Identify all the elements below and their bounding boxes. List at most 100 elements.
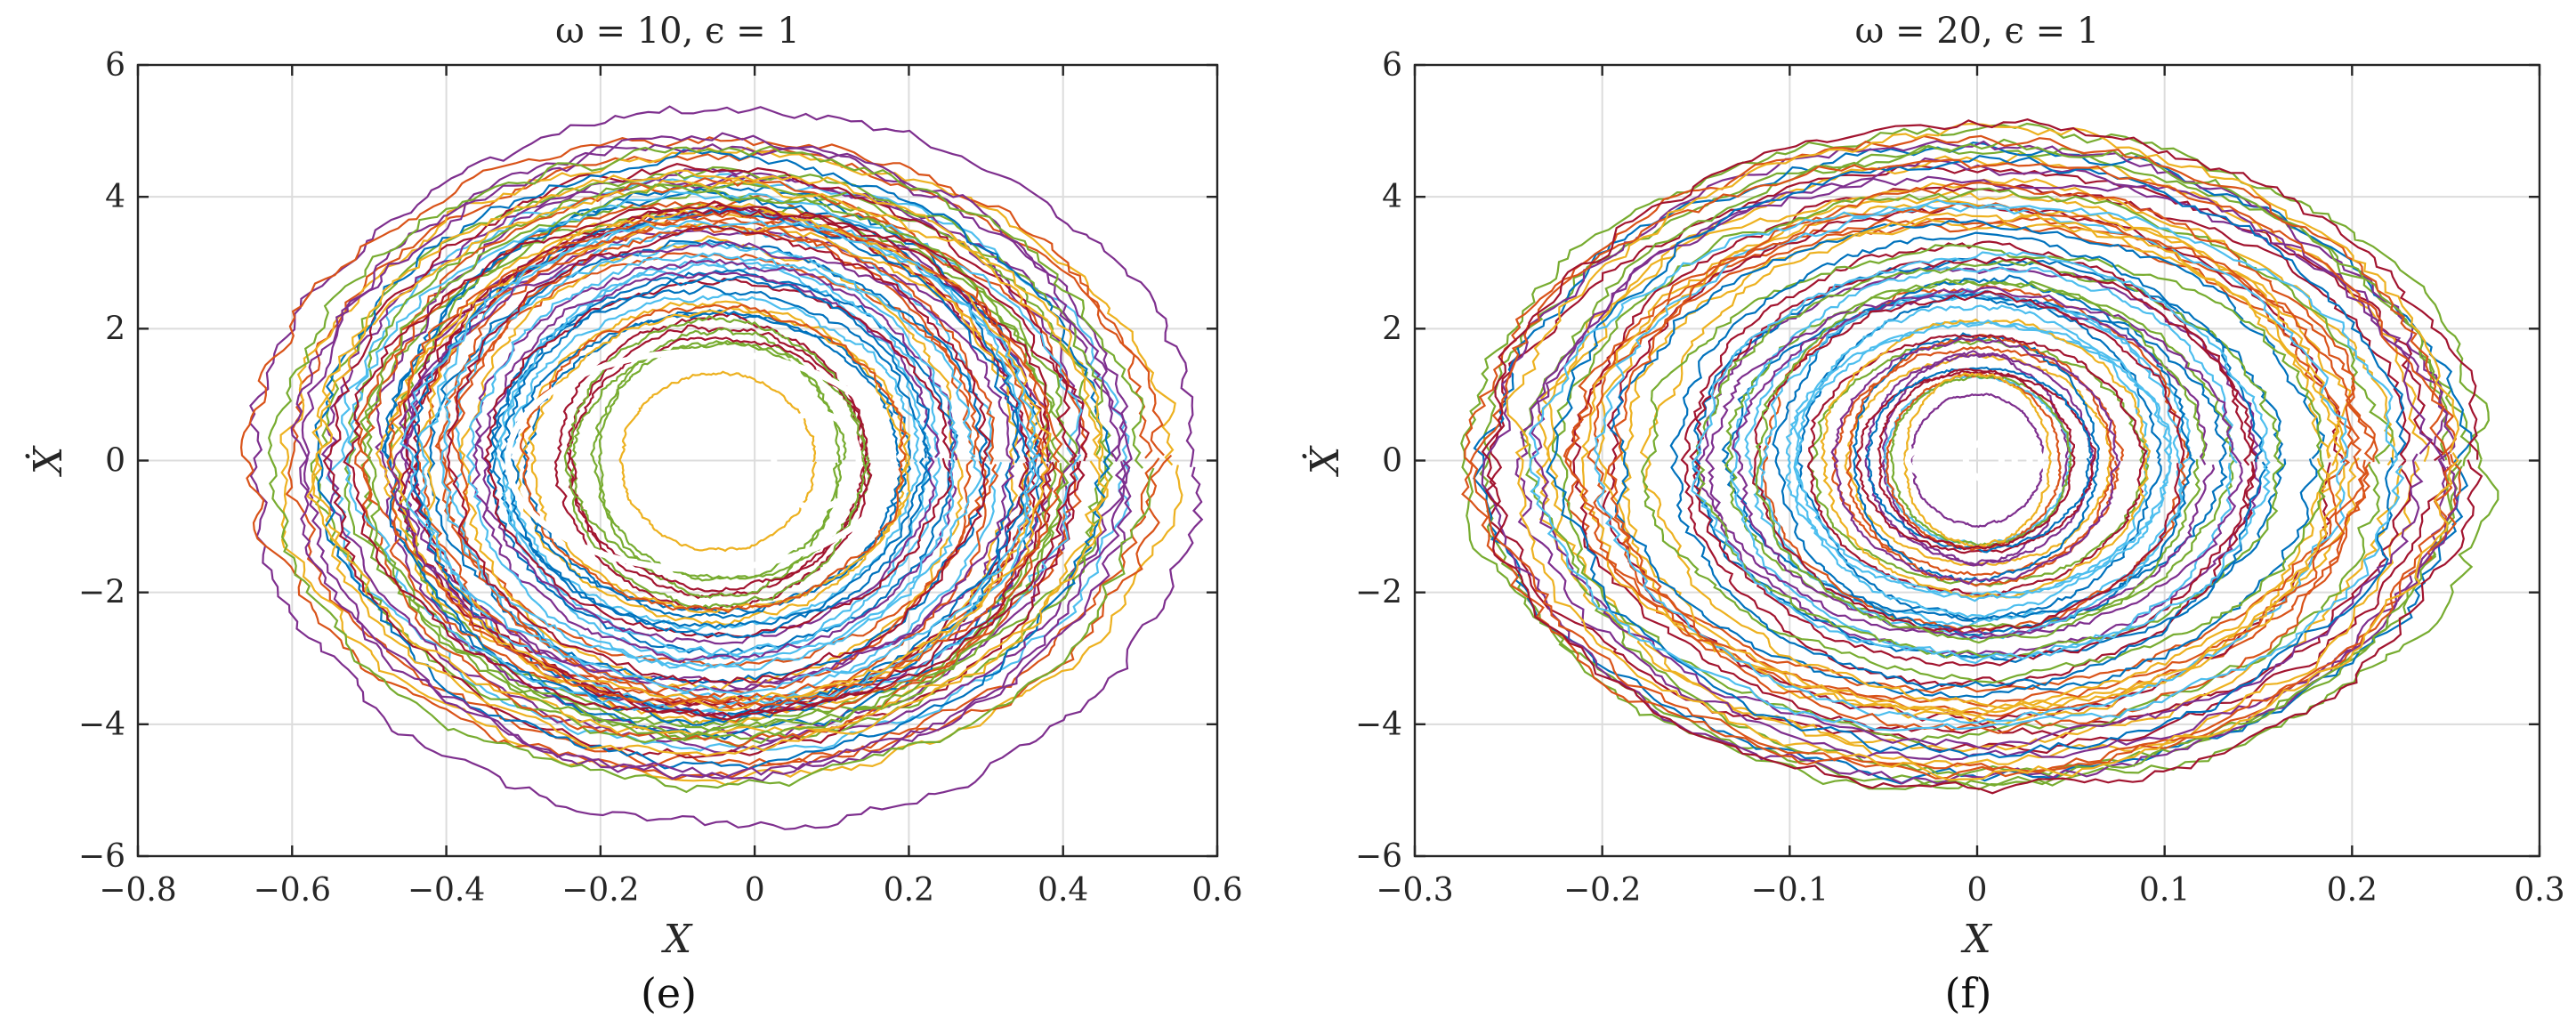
trajectory-57 xyxy=(520,303,908,614)
trajectory-43 xyxy=(1469,134,2462,773)
trajectory-6 xyxy=(565,324,868,600)
trajectory-60 xyxy=(364,183,1079,742)
trajectory-cloud-f xyxy=(1460,118,2499,795)
x-tick-label-4: 0.1 xyxy=(2139,872,2190,909)
trajectory-69 xyxy=(446,225,991,685)
x-tick-label-1: −0.6 xyxy=(254,872,331,909)
trajectory-52 xyxy=(470,258,957,664)
trajectory-36 xyxy=(239,136,1173,780)
deterministic-orbit-e xyxy=(505,348,897,573)
trajectory-56 xyxy=(1546,155,2407,759)
orbit-loop-2 xyxy=(2011,450,2033,471)
trajectory-42 xyxy=(1865,366,2093,554)
x-tick-label-0: −0.3 xyxy=(1376,872,1453,909)
trajectory-41 xyxy=(1752,290,2185,633)
y-tick-label-6: 6 xyxy=(105,47,125,84)
orbit-loop-0 xyxy=(505,348,897,573)
trajectory-31 xyxy=(248,105,1204,830)
x-tick-label-0: −0.8 xyxy=(99,872,176,909)
orbit-loop-1 xyxy=(1962,434,2045,487)
trajectory-59 xyxy=(299,142,1131,780)
trajectory-10 xyxy=(1864,352,2096,567)
x-tick-label-7: 0.6 xyxy=(1191,872,1242,909)
y-tick-label-2: −2 xyxy=(1355,575,1402,611)
trajectory-67 xyxy=(267,145,1155,794)
trajectory-64 xyxy=(386,210,1064,708)
trajectory-44 xyxy=(1820,318,2152,599)
x-axis-label-e: X xyxy=(661,917,693,962)
y-tick-label-2: −2 xyxy=(78,575,125,611)
trajectory-38 xyxy=(474,271,941,645)
y-tick-label-4: 2 xyxy=(105,311,125,347)
x-tick-label-5: 0.2 xyxy=(884,872,934,909)
x-tick-label-2: −0.1 xyxy=(1751,872,1829,909)
trajectory-41 xyxy=(567,336,873,593)
x-axis-label-f: X xyxy=(1960,917,1992,962)
trajectory-27 xyxy=(1854,369,2096,554)
trajectory-33 xyxy=(1593,203,2349,724)
trajectory-58 xyxy=(1902,372,2052,548)
x-tick-label-2: −0.4 xyxy=(408,872,485,909)
trajectory-63 xyxy=(500,274,932,639)
ticks-e: −0.8 −0.6 −0.4 −0.2 0 0.2 0.4 0.6 −6 −4 −2 0 2 4 6 xyxy=(78,47,1243,909)
trajectory-52 xyxy=(1530,157,2434,751)
panel-label-f: (f) xyxy=(1945,969,1992,1017)
trajectory-37 xyxy=(1619,217,2346,714)
y-tick-label-1: −4 xyxy=(1355,707,1402,743)
trajectory-58 xyxy=(390,203,1052,712)
y-tick-label-4: 2 xyxy=(1382,311,1402,347)
trajectory-65 xyxy=(305,169,1109,757)
trajectory-37 xyxy=(618,370,818,553)
trajectory-12 xyxy=(1729,266,2238,661)
trajectory-61 xyxy=(440,241,983,669)
y-tick-label-0: −6 xyxy=(1355,838,1402,875)
trajectory-4 xyxy=(359,202,1070,728)
trajectory-cloud-e xyxy=(239,105,1204,830)
trajectory-63 xyxy=(1669,231,2268,691)
trajectory-69 xyxy=(1481,118,2483,795)
trajectory-29 xyxy=(1845,334,2116,587)
trajectory-60 xyxy=(1640,244,2326,684)
x-tick-label-3: −0.2 xyxy=(561,872,639,909)
deterministic-orbit-f xyxy=(1904,434,2045,487)
y-tick-label-3: 0 xyxy=(105,443,125,480)
trajectory-66 xyxy=(390,240,1015,693)
trajectory-61 xyxy=(1528,198,2405,732)
trajectory-45 xyxy=(1514,175,2459,761)
trajectory-54 xyxy=(1793,319,2173,602)
x-tick-label-5: 0.2 xyxy=(2327,872,2378,909)
trajectory-64 xyxy=(1461,158,2453,780)
trajectory-65 xyxy=(1506,122,2460,781)
trajectory-40 xyxy=(1784,319,2173,598)
trajectory-19 xyxy=(325,173,1131,752)
trajectory-11 xyxy=(598,327,841,599)
trajectory-68 xyxy=(400,219,1040,696)
x-tick-label-4: 0 xyxy=(745,872,765,909)
y-tick-label-6: 6 xyxy=(1382,47,1402,84)
plot-title-e: ω = 10, ϵ = 1 xyxy=(555,11,800,52)
trajectory-22 xyxy=(1587,222,2354,694)
trajectory-34 xyxy=(1806,334,2148,598)
trajectory-62 xyxy=(343,199,1079,719)
trajectory-30 xyxy=(1579,199,2360,717)
x-tick-label-3: 0 xyxy=(1967,872,1988,909)
trajectory-56 xyxy=(314,149,1111,771)
chart-panel-e: −0.8 −0.6 −0.4 −0.2 0 0.2 0.4 0.6 −6 −4 −2 0 2 4 6 ω =… xyxy=(24,11,1243,1017)
y-tick-label-5: 4 xyxy=(105,179,125,215)
trajectory-8 xyxy=(1761,283,2191,635)
trajectory-1 xyxy=(1563,216,2378,717)
chart-panel-f: −0.3 −0.2 −0.1 0 0.1 0.2 0.3 −6 −4 −2 0 2 4 6 ω = 20,… xyxy=(1301,11,2565,1017)
trajectory-26 xyxy=(1758,287,2184,641)
trajectory-59 xyxy=(1830,337,2121,586)
trajectory-6 xyxy=(1489,164,2449,755)
trajectory-49 xyxy=(412,207,1021,721)
trajectory-11 xyxy=(1724,279,2235,634)
trajectory-29 xyxy=(450,220,999,703)
trajectory-46 xyxy=(563,315,868,610)
trajectory-54 xyxy=(465,252,959,672)
x-tick-label-6: 0.3 xyxy=(2514,872,2564,909)
trajectory-68 xyxy=(1691,251,2271,665)
ticks-f: −0.3 −0.2 −0.1 0 0.1 0.2 0.3 −6 −4 −2 0 2 4 6 xyxy=(1355,47,2565,909)
trajectory-66 xyxy=(1909,392,2045,529)
trajectory-55 xyxy=(1680,240,2257,688)
